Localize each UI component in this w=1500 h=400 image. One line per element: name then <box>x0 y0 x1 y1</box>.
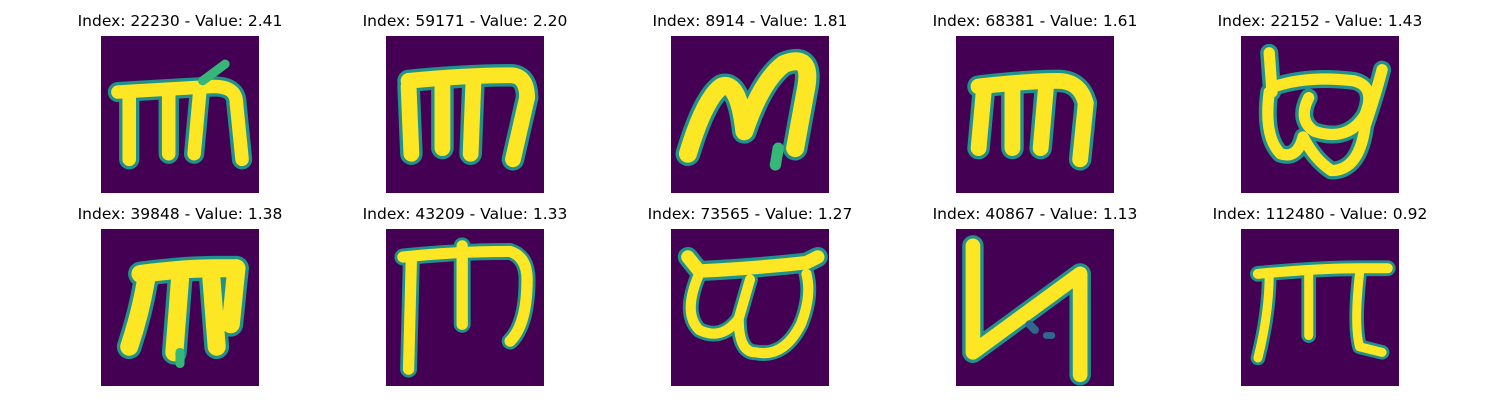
glyph-image <box>101 36 259 193</box>
panel-title: Index: 68381 - Value: 1.61 <box>932 12 1138 30</box>
glyph-image <box>956 229 1114 386</box>
glyph-image <box>386 229 544 386</box>
panel-title: Index: 59171 - Value: 2.20 <box>362 12 568 30</box>
panel: Index: 73565 - Value: 1.27 <box>620 202 880 387</box>
panel: Index: 22152 - Value: 1.43 <box>1190 9 1450 194</box>
panel: Index: 112480 - Value: 0.92 <box>1190 202 1450 387</box>
glyph-image <box>101 229 259 386</box>
panel: Index: 39848 - Value: 1.38 <box>50 202 310 387</box>
glyph-image <box>956 36 1114 193</box>
glyph-image <box>386 36 544 193</box>
panel-title: Index: 22230 - Value: 2.41 <box>77 12 283 30</box>
panel: Index: 40867 - Value: 1.13 <box>905 202 1165 387</box>
panel-title: Index: 40867 - Value: 1.13 <box>932 205 1138 223</box>
glyph-image <box>671 229 829 386</box>
panel-title: Index: 43209 - Value: 1.33 <box>362 205 568 223</box>
glyph-image <box>671 36 829 193</box>
panel-title: Index: 8914 - Value: 1.81 <box>652 12 848 30</box>
glyph-image <box>1241 229 1399 386</box>
panel-title: Index: 22152 - Value: 1.43 <box>1217 12 1423 30</box>
panel: Index: 22230 - Value: 2.41 <box>50 9 310 194</box>
glyph-image <box>1241 36 1399 193</box>
panel: Index: 59171 - Value: 2.20 <box>335 9 595 194</box>
panel: Index: 8914 - Value: 1.81 <box>620 9 880 194</box>
panel-title: Index: 39848 - Value: 1.38 <box>77 205 283 223</box>
panel-title: Index: 73565 - Value: 1.27 <box>647 205 853 223</box>
panel-title: Index: 112480 - Value: 0.92 <box>1212 205 1428 223</box>
panel: Index: 43209 - Value: 1.33 <box>335 202 595 387</box>
panel: Index: 68381 - Value: 1.61 <box>905 9 1165 194</box>
